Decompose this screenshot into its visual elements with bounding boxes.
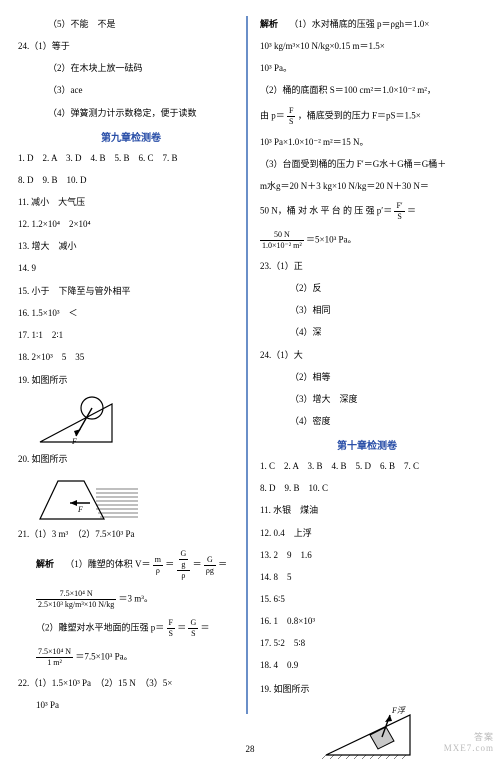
r-analysis-1: 解析 （1）水对桶底的压强 p＝ρgh＝1.0× [260,18,474,30]
r8: m水g＝20 N＋3 kg×10 N/kg＝20 N＋30 N＝ [260,180,474,192]
ch9-q12: 12. 1.2×10⁴ 2×10⁴ [18,218,244,230]
q24-3: （3）ace [18,84,244,96]
r1: （1）水对桶底的压强 p＝ρgh＝1.0× [289,19,429,29]
ch10-mc1: 1. C 2. A 3. B 4. B 5. D 6. B 7. C [260,460,474,472]
q24-1r: 24.（1）大 [260,349,474,361]
analysis-label: 解析 [36,559,54,569]
figure-19-incline-ball: F [34,394,124,449]
svg-text:F: F [71,437,77,446]
q23-4r: （4）深 [260,326,474,338]
ch10-q16: 16. 1 0.8×10³ [260,615,474,627]
q24-2: （2）在木块上放一砝码 [18,62,244,74]
r7: （3）台面受到桶的压力 F′＝G水＋G桶＝G桶＋ [260,158,474,170]
q23-2r: （2）反 [260,282,474,294]
ch10-q12: 12. 0.4 上浮 [260,527,474,539]
r4: （2）桶的底面积 S＝100 cm²＝1.0×10⁻² m²， [260,84,474,96]
r6: 10³ Pa×1.0×10⁻² m²＝15 N。 [260,136,474,148]
ch9-mc2: 8. D 9. B 10. D [18,174,244,186]
ch9-q15: 15. 小于 下降至与管外相平 [18,285,244,297]
page-number: 28 [0,744,500,754]
r10: 50 N1.0×10⁻² m² ＝5×10³ Pa。 [260,231,474,250]
ch9-q19: 19. 如图所示 [18,373,244,386]
ch9-q11: 11. 减小 大气压 [18,196,244,208]
r9a: 50 N，桶 对 水 平 台 的 压 强 p′＝ [260,206,392,216]
r9b: ＝ [407,206,416,216]
watermark-2: MXE7.com [444,743,494,753]
chapter9-title: 第九章检测卷 [18,129,244,144]
ch9-q21: 21.（1）3 m³ （2）7.5×10³ Pa [18,528,244,540]
r5b: ，桶底受到的压力 F＝pS＝1.5× [298,110,421,120]
watermark: 答案 MXE7.com [444,732,494,754]
ch10-q19: 19. 如图所示 [260,682,474,695]
analysis-21-1b: 7.5×10⁴ N2.5×10³ kg/m³×10 N/kg ＝3 m³。 [18,590,244,609]
analysis-label-r: 解析 [260,19,278,29]
frac-21-big: 7.5×10⁴ N2.5×10³ kg/m³×10 N/kg [36,590,116,609]
r5a: 由 p＝ [260,110,285,120]
frac-F-S: FS [167,619,175,638]
r9: 50 N，桶 对 水 平 台 的 压 强 p′＝ F′S ＝ [260,202,474,221]
analysis-21-2b: 7.5×10⁴ N1 m² ＝7.5×10³ Pa。 [18,648,244,667]
ch10-q18: 18. 4 0.9 [260,659,474,671]
frac-G-S: GS [188,619,198,638]
ch10-q11: 11. 水银 煤油 [260,504,474,516]
ch10-q15: 15. 6∶5 [260,593,474,605]
ch9-q16: 16. 1.5×10³ ＜ [18,307,244,319]
left-column: （5）不能 不是 24.（1）等于 （2）在木块上放一砝码 （3）ace （4）… [18,18,244,764]
ch10-mc2: 8. D 9. B 10. C [260,482,474,494]
ch9-q14: 14. 9 [18,262,244,274]
a21-eq2: ＝7.5×10³ Pa。 [75,652,132,662]
frac-G-g-rho: Gg ρ [177,550,191,580]
right-column: 解析 （1）水对桶底的压强 p＝ρgh＝1.0× 10³ kg/m³×10 N/… [248,18,474,764]
ch9-q17: 17. 1∶1 2∶1 [18,329,244,341]
a21-1a: （1）雕塑的体积 V＝ [65,559,150,569]
q24-3r: （3）增大 深度 [260,393,474,405]
r2: 10³ kg/m³×10 N/kg×0.15 m＝1.5× [260,40,474,52]
chapter10-title: 第十章检测卷 [260,437,474,452]
q23-5: （5）不能 不是 [18,18,244,30]
ch9-q22b: 10³ Pa [18,699,244,711]
q24-4r: （4）密度 [260,415,474,427]
figure-20-dam: F [34,473,144,525]
page-columns: （5）不能 不是 24.（1）等于 （2）在木块上放一砝码 （3）ace （4）… [18,18,488,764]
ch9-q13: 13. 增大 减小 [18,240,244,252]
r3: 10³ Pa。 [260,62,474,74]
frac-m-rho: mρ [153,556,163,575]
ch10-q17: 17. 5∶2 5∶8 [260,637,474,649]
ch10-q13: 13. 2 9 1.6 [260,549,474,561]
r5: 由 p＝ FS ，桶底受到的压力 F＝pS＝1.5× [260,107,474,126]
frac-50N: 50 N1.0×10⁻² m² [260,231,304,250]
a21-eq: ＝3 m³。 [119,594,153,604]
ch10-q14: 14. 8 5 [260,571,474,583]
analysis-21-1: 解析 （1）雕塑的体积 V＝ mρ ＝ Gg ρ ＝ Gρg ＝ [18,550,244,580]
a21-2a: （2）雕塑对水平地面的压强 p＝ [36,623,164,633]
ch9-q18: 18. 2×10³ 5 35 [18,351,244,363]
q23-1r: 23.（1）正 [260,260,474,272]
q24-2r: （2）相等 [260,371,474,383]
frac-Fp-S: F′S [394,202,404,221]
frac-21-big2: 7.5×10⁴ N1 m² [36,648,73,667]
q24-1: 24.（1）等于 [18,40,244,52]
r10b: ＝5×10³ Pa。 [306,235,357,245]
ch9-q20: 20. 如图所示 [18,452,244,465]
q24-4: （4）弹簧测力计示数稳定，便于读数 [18,107,244,119]
ch9-mc1: 1. D 2. A 3. D 4. B 5. B 6. C 7. B [18,152,244,164]
analysis-21-2a: （2）雕塑对水平地面的压强 p＝ FS ＝ GS ＝ [18,619,244,638]
frac-G-rhog: Gρg [204,556,216,575]
frac-F-S-r: FS [287,107,295,126]
fig19r-label: F浮 [391,706,406,715]
q23-3r: （3）相同 [260,304,474,316]
watermark-1: 答案 [474,732,494,742]
svg-text:F: F [77,505,83,514]
ch9-q22: 22.（1）1.5×10³ Pa （2）15 N （3）5× [18,677,244,689]
